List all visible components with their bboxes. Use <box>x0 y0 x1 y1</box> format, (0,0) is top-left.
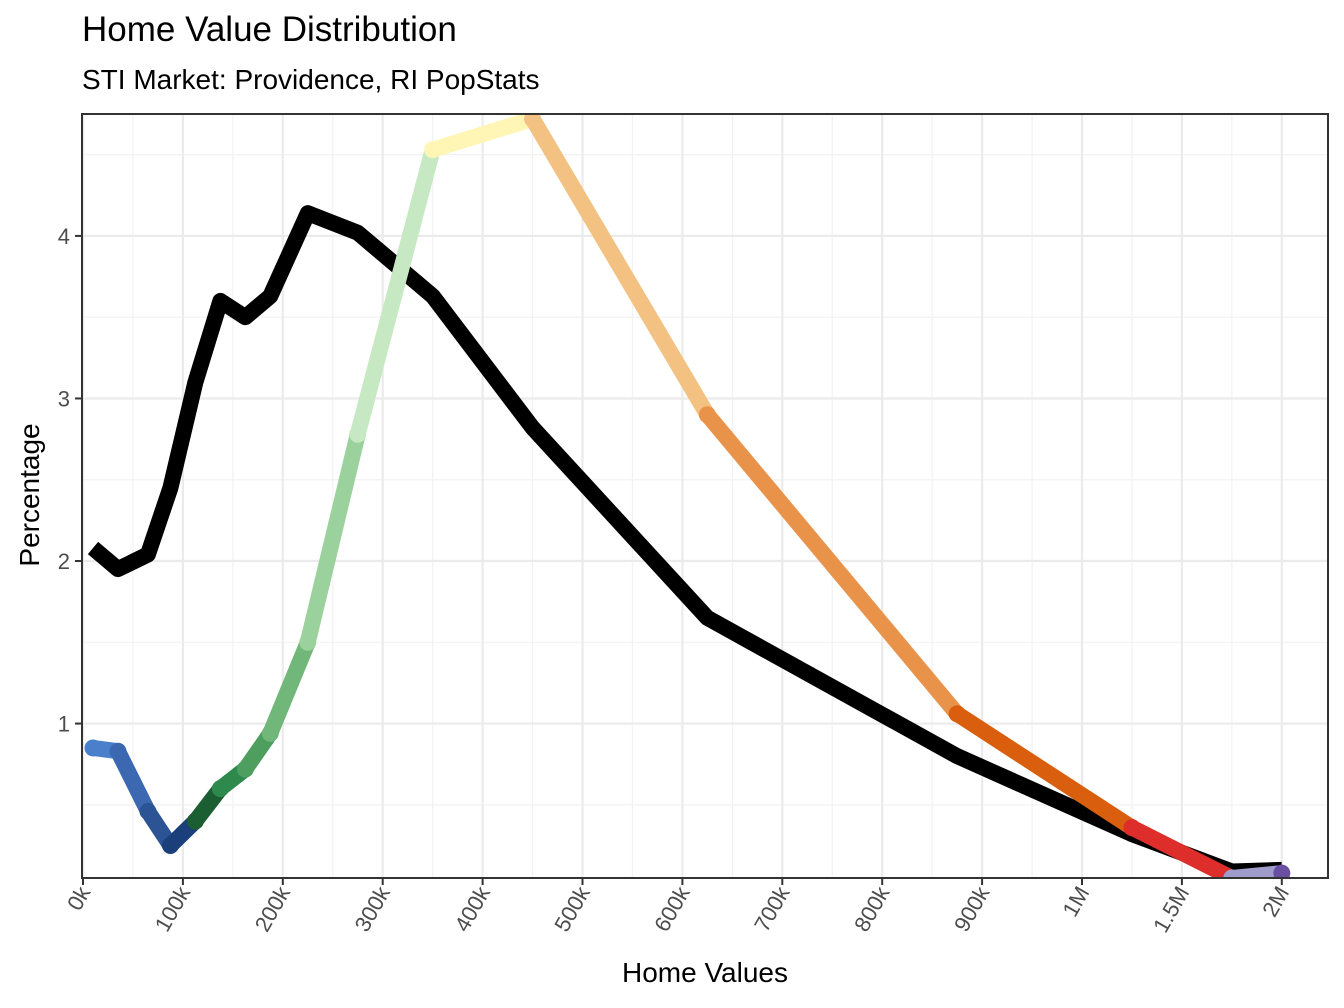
series-segment <box>1123 819 1240 878</box>
x-tick-label: 1.5M <box>1148 882 1194 937</box>
x-tick-label: 800k <box>849 881 895 936</box>
series-point <box>1273 864 1291 878</box>
grid-lines <box>81 114 1328 878</box>
panel-background <box>82 114 1328 878</box>
x-tick-label: 900k <box>949 881 995 936</box>
series-segment <box>299 426 366 651</box>
series-segment <box>424 114 541 158</box>
x-tick-label: 1M <box>1057 882 1094 921</box>
series-point <box>424 141 442 159</box>
series-point <box>261 724 279 742</box>
series-point <box>1123 819 1141 837</box>
series-point <box>109 742 127 760</box>
x-tick-label: 0k <box>62 881 96 914</box>
panel-border <box>81 113 1329 879</box>
y-tick-label: 3 <box>58 386 70 411</box>
chart-subtitle: STI Market: Providence, RI PopStats <box>82 64 540 95</box>
y-tick-label: 4 <box>58 224 70 249</box>
x-tick-label: 600k <box>649 881 695 936</box>
series-point <box>84 739 102 757</box>
series-point <box>236 760 254 778</box>
series-layer <box>84 114 1291 878</box>
series-segment <box>699 406 966 722</box>
x-tick-label: 2M <box>1257 882 1294 921</box>
series-segment <box>949 705 1140 836</box>
y-tick-label: 1 <box>58 712 70 737</box>
chart-title: Home Value Distribution <box>82 10 457 49</box>
x-axis-label: Home Values <box>621 957 788 988</box>
series-line-black <box>87 205 1283 878</box>
series-segment <box>349 141 441 443</box>
series-point <box>186 812 204 830</box>
x-tick-label: 400k <box>449 881 495 936</box>
series-point <box>1223 869 1241 878</box>
series-point <box>698 406 716 424</box>
y-tick-label: 2 <box>58 549 70 574</box>
series-segment <box>262 634 316 742</box>
series-segment <box>109 743 156 820</box>
x-tick-label: 100k <box>150 881 196 936</box>
series-point <box>349 425 367 443</box>
x-tick-label: 200k <box>250 881 296 936</box>
series-point <box>211 780 229 798</box>
series-point <box>161 836 179 854</box>
x-tick-label: 700k <box>749 881 795 936</box>
x-tick-label: 500k <box>549 881 595 936</box>
x-tick-label: 300k <box>350 881 396 936</box>
series-point <box>299 633 317 651</box>
series-point <box>524 114 542 128</box>
series-point <box>948 705 966 723</box>
series-point <box>139 802 157 820</box>
series-segment <box>524 114 716 423</box>
